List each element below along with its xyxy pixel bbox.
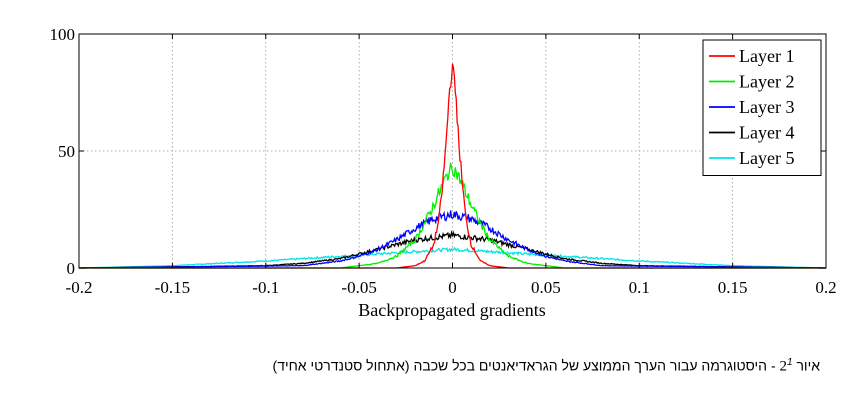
figure-caption: איור 21 - היסטוגרמה עבור הערך הממוצע של … (273, 357, 820, 376)
x-tick-label: -0.15 (155, 278, 190, 297)
x-tick-label: 0.05 (531, 278, 561, 297)
legend: Layer 1 Layer 2 Layer 3 Layer 4 Layer 5 (702, 39, 822, 176)
legend-label: Layer 4 (739, 123, 794, 143)
y-tick-label: 0 (67, 259, 76, 278)
caption-footnote-mark: 1 (787, 357, 793, 368)
legend-label: Layer 3 (739, 97, 794, 117)
x-tick-label: 0 (448, 278, 457, 297)
histogram-chart: -0.2 -0.15 -0.1 -0.05 0 0.05 0.1 0.15 0.2050100 … (50, 25, 837, 320)
y-tick-label: 50 (58, 142, 75, 161)
caption-number: 2 (779, 358, 788, 375)
x-tick-label: 0.1 (629, 278, 650, 297)
series-line-3 (78, 210, 827, 269)
legend-label: Layer 2 (739, 72, 794, 92)
axis-ticks: -0.2 -0.15 -0.1 -0.05 0 0.05 0.1 0.15 0.2 0 50 100 (50, 25, 837, 297)
x-tick-label: 0.2 (815, 278, 836, 297)
x-axis-label: Backpropagated gradients (358, 300, 545, 320)
legend-label: Layer 1 (739, 46, 794, 66)
x-tick-label: -0.05 (341, 278, 376, 297)
legend-label: Layer 5 (739, 148, 794, 168)
series-line-5 (78, 246, 827, 269)
x-tick-label: -0.1 (252, 278, 279, 297)
caption-prefix: איור (796, 357, 820, 374)
x-tick-label: 0.15 (718, 278, 748, 297)
caption-text: - היסטוגרמה עבור הערך הממוצע של הגראדיאנ… (272, 357, 776, 374)
x-tick-label: -0.2 (66, 278, 93, 297)
y-tick-label: 100 (50, 25, 76, 44)
